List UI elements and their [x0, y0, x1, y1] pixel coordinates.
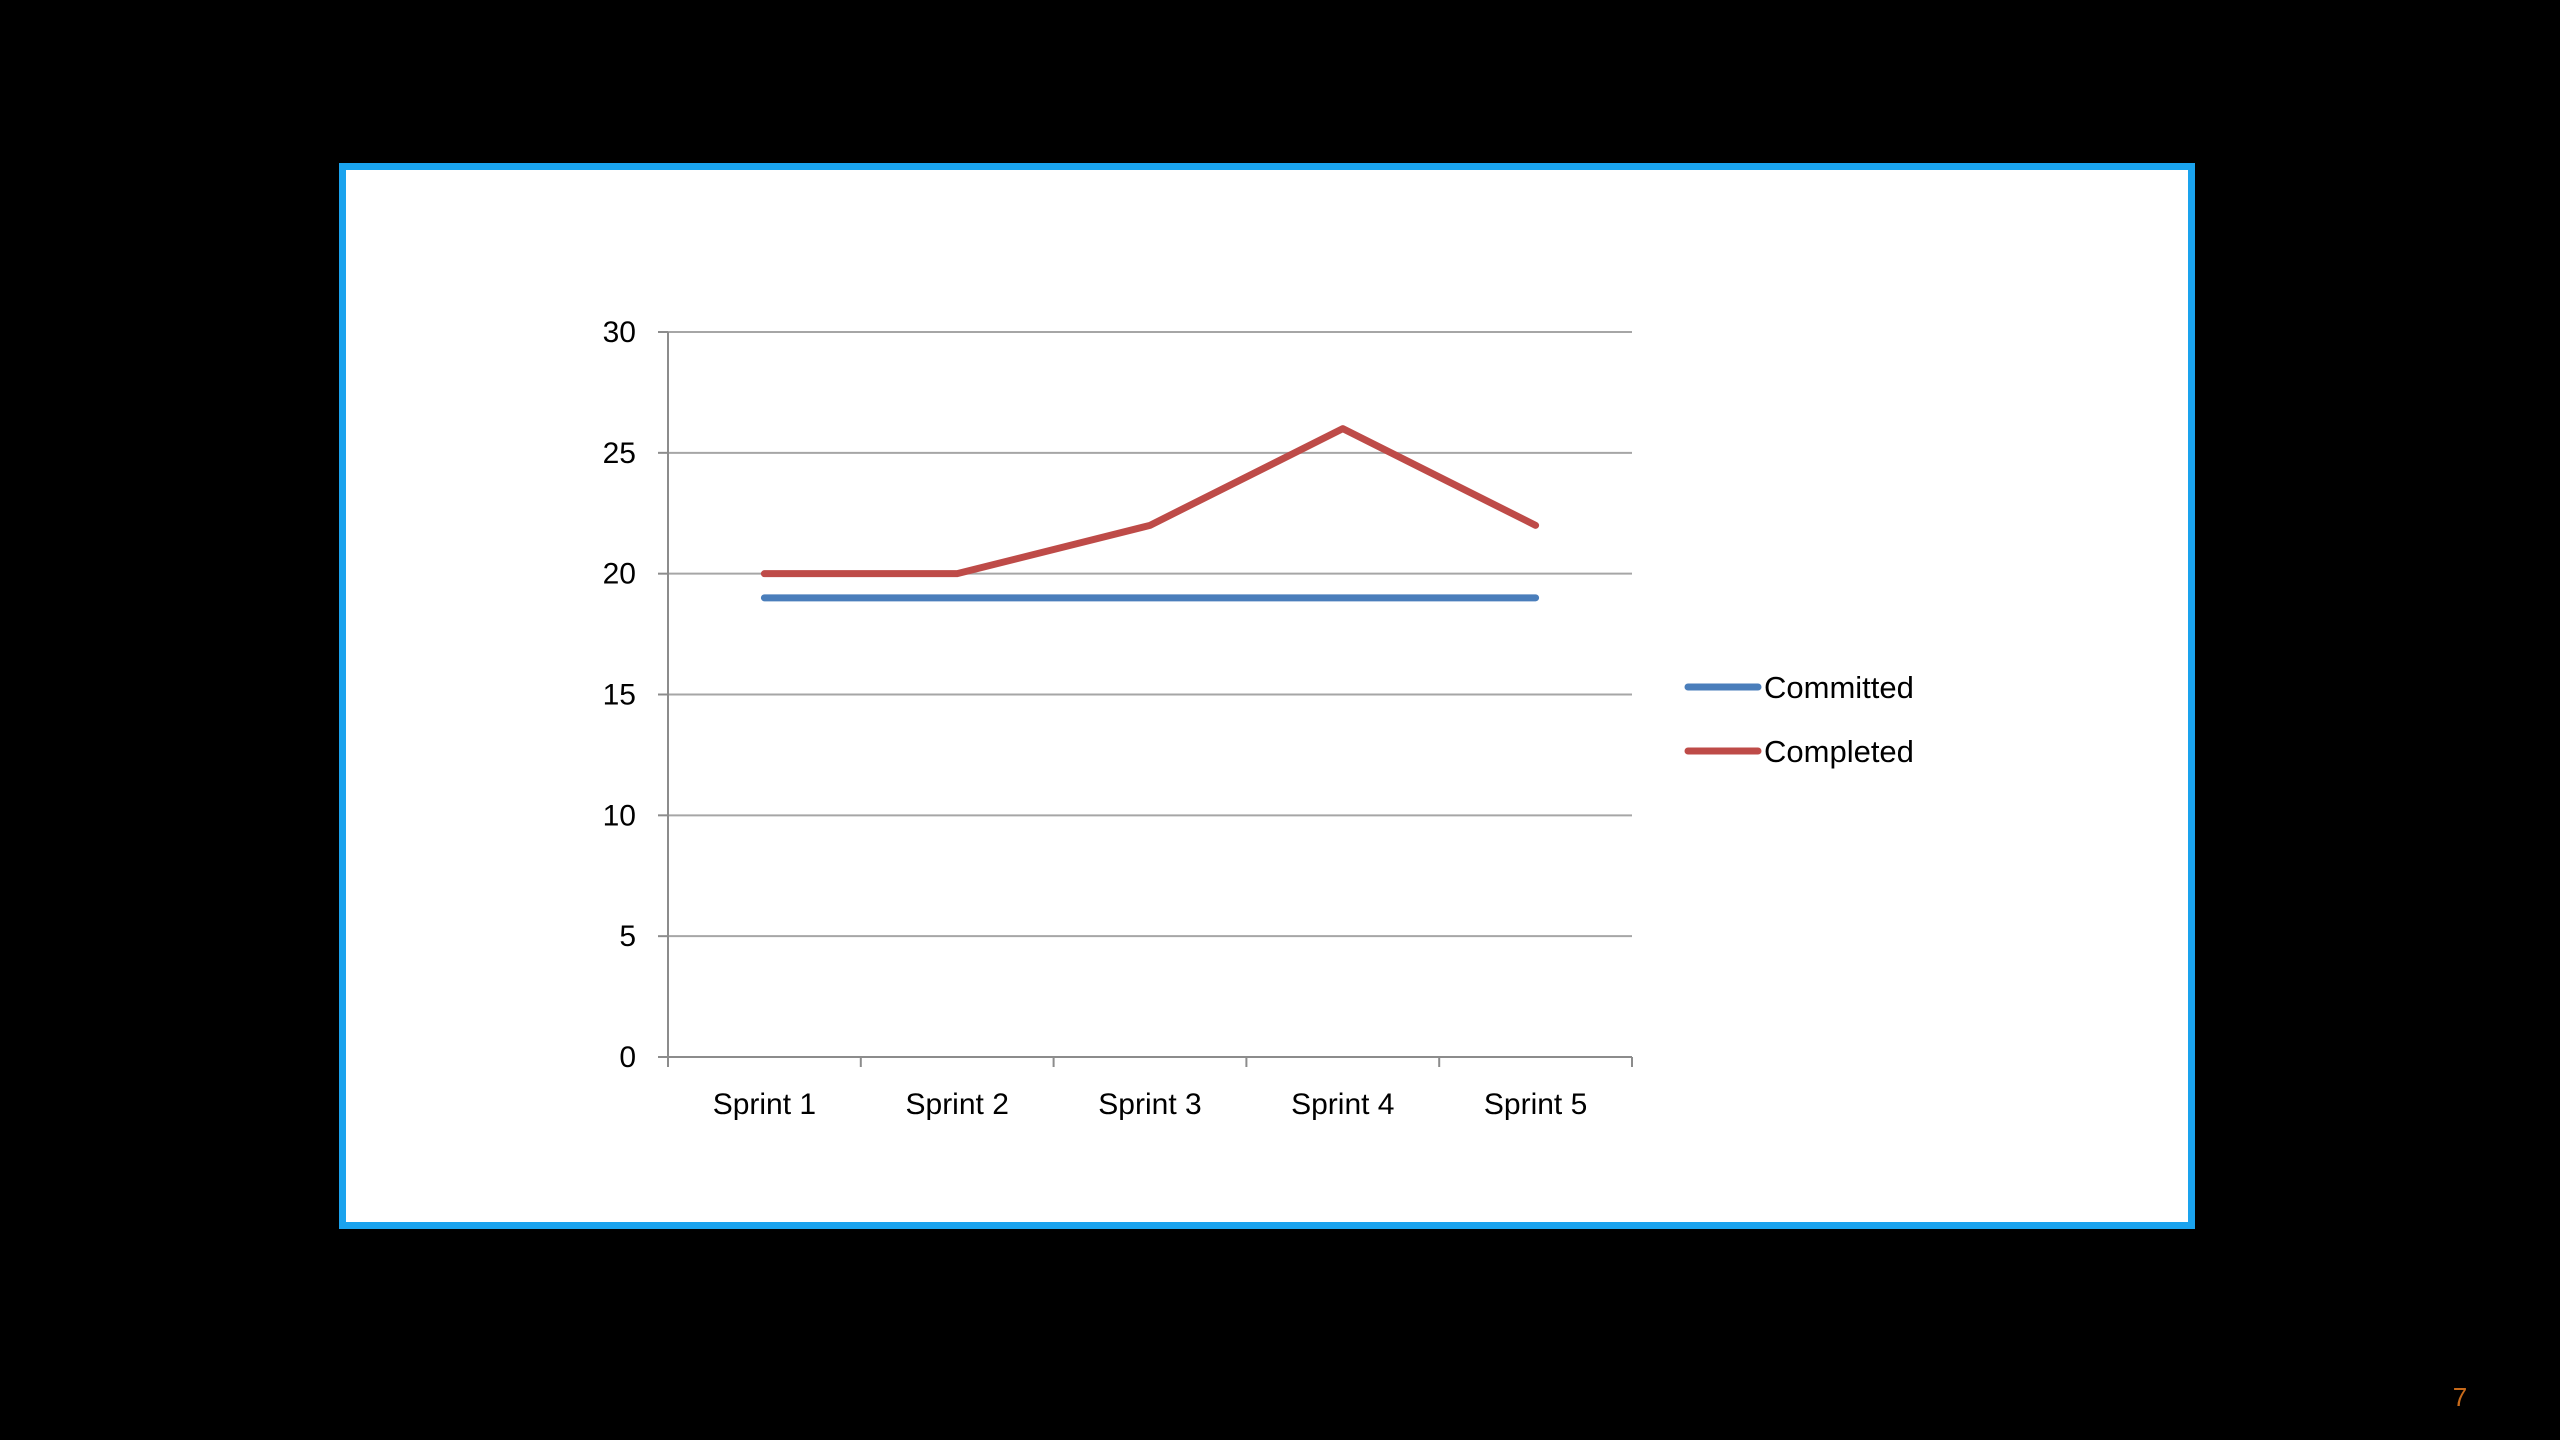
legend: Committed Completed [1684, 670, 1914, 769]
data-point-committed-2 [956, 597, 958, 599]
y-tick-label-20: 20 [603, 558, 636, 591]
data-point-completed-5 [1535, 524, 1537, 526]
data-point-committed-4 [1342, 597, 1344, 599]
series-lines [760, 425, 1540, 602]
data-point-completed-2 [956, 573, 958, 575]
data-point-committed-1 [763, 597, 765, 599]
x-tick-label-sprint-2: Sprint 2 [906, 1088, 1009, 1121]
x-tick-label-sprint-1: Sprint 1 [713, 1088, 816, 1121]
x-tick-label-sprint-4: Sprint 4 [1291, 1088, 1394, 1121]
y-tick-labels: 0 5 10 15 20 25 30 [603, 316, 636, 1074]
data-point-completed-4 [1342, 428, 1344, 430]
legend-label-completed: Completed [1764, 734, 1914, 769]
chart-frame [339, 163, 2195, 1229]
y-tick-label-30: 30 [603, 316, 636, 349]
y-tick-label-5: 5 [619, 920, 636, 953]
y-tick-label-25: 25 [603, 437, 636, 470]
x-tick-labels: Sprint 1 Sprint 2 Sprint 3 Sprint 4 Sprint 5 [713, 1088, 1588, 1121]
data-point-completed-3 [1149, 524, 1151, 526]
page-number: 7 [2452, 1382, 2468, 1412]
gridlines [668, 331, 1632, 938]
data-point-completed-1 [763, 573, 765, 575]
x-tick-label-sprint-5: Sprint 5 [1484, 1088, 1587, 1121]
axes [658, 331, 1633, 1067]
data-point-committed-5 [1535, 597, 1537, 599]
y-tick-label-0: 0 [619, 1041, 636, 1074]
data-point-committed-3 [1149, 597, 1151, 599]
x-tick-label-sprint-3: Sprint 3 [1098, 1088, 1201, 1121]
y-tick-label-10: 10 [603, 799, 636, 832]
legend-label-committed: Committed [1764, 670, 1914, 705]
series-line-completed [760, 425, 1540, 578]
y-tick-label-15: 15 [603, 679, 636, 712]
